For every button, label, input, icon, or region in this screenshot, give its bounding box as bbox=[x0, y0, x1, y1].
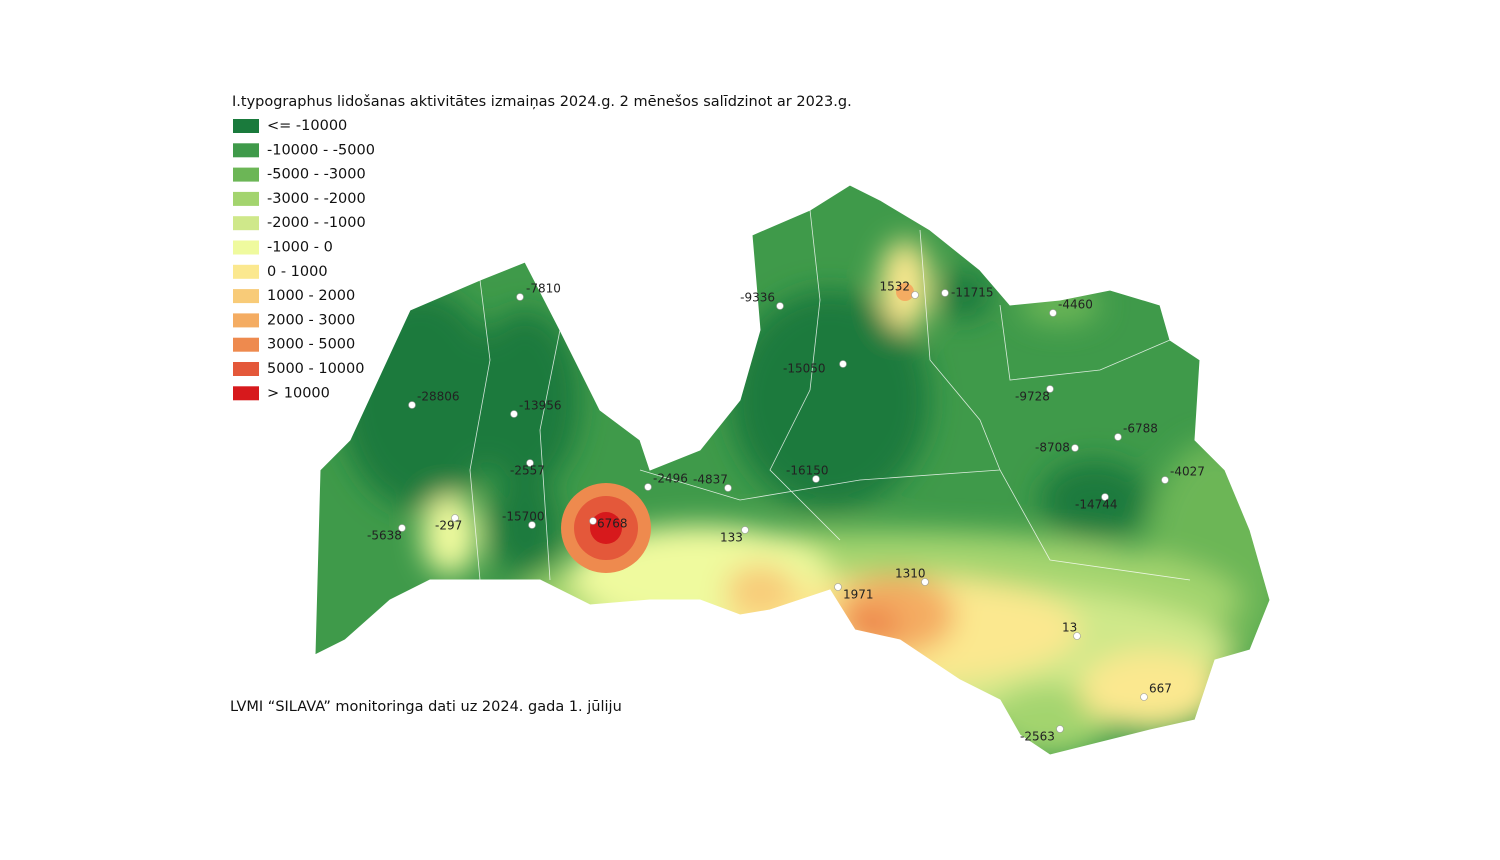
point-marker bbox=[408, 401, 416, 409]
legend-label: 0 - 1000 bbox=[267, 264, 328, 280]
point-marker bbox=[812, 475, 820, 483]
legend-label: 2000 - 3000 bbox=[267, 312, 355, 328]
legend: <= -10000 -10000 - -5000 -5000 - -3000 -300… bbox=[233, 118, 375, 401]
point-marker bbox=[941, 289, 949, 297]
legend-swatch bbox=[233, 167, 259, 182]
point-label: -9728 bbox=[1015, 390, 1050, 404]
legend-label: -2000 - -1000 bbox=[267, 215, 366, 231]
point-marker bbox=[1071, 444, 1079, 452]
point-marker bbox=[741, 526, 749, 534]
point-marker bbox=[1140, 693, 1148, 701]
point-label: 6768 bbox=[597, 517, 628, 531]
legend-label: -5000 - -3000 bbox=[267, 167, 366, 183]
point-marker bbox=[510, 410, 518, 418]
point-label: -16150 bbox=[786, 464, 829, 478]
legend-swatch bbox=[233, 362, 259, 376]
legend-swatch bbox=[233, 289, 259, 304]
legend-label: -3000 - -2000 bbox=[267, 191, 366, 207]
point-label: -4460 bbox=[1058, 298, 1093, 312]
legend-swatch bbox=[233, 240, 259, 255]
legend-label: <= -10000 bbox=[267, 118, 347, 134]
map-title: I.typographus lidošanas aktivitātes izma… bbox=[232, 94, 852, 110]
region-borders bbox=[469, 209, 1191, 581]
point-marker bbox=[526, 459, 534, 467]
point-label: 1532 bbox=[879, 280, 910, 294]
point-marker bbox=[1114, 433, 1122, 441]
point-label: -297 bbox=[435, 519, 462, 533]
point-label: 1971 bbox=[843, 588, 874, 602]
legend-label: 3000 - 5000 bbox=[267, 337, 355, 353]
legend-swatch bbox=[233, 143, 259, 158]
legend-swatch bbox=[233, 386, 259, 401]
point-marker bbox=[398, 524, 406, 532]
point-marker bbox=[921, 578, 929, 586]
point-label: -11715 bbox=[951, 286, 994, 300]
point-marker bbox=[724, 484, 732, 492]
point-label: -2557 bbox=[510, 464, 545, 478]
legend-label: 5000 - 10000 bbox=[267, 361, 364, 377]
point-marker bbox=[589, 517, 597, 525]
point-label: -15050 bbox=[783, 362, 826, 376]
point-marker bbox=[528, 521, 536, 529]
point-label: -2496 bbox=[653, 472, 688, 486]
point-label: -9336 bbox=[740, 291, 775, 305]
point-marker bbox=[776, 302, 784, 310]
point-marker bbox=[516, 293, 524, 301]
point-marker bbox=[839, 360, 847, 368]
point-marker bbox=[1049, 309, 1057, 317]
point-label: 13 bbox=[1062, 621, 1077, 635]
point-label: -7810 bbox=[526, 282, 561, 296]
point-label: 1310 bbox=[895, 567, 926, 581]
point-marker bbox=[1056, 725, 1064, 733]
legend-swatch bbox=[233, 119, 259, 133]
legend-swatch bbox=[233, 216, 259, 231]
point-label: -5638 bbox=[367, 529, 402, 543]
point-marker bbox=[1101, 493, 1109, 501]
point-marker bbox=[1073, 632, 1081, 640]
point-marker bbox=[451, 514, 459, 522]
point-label: -4837 bbox=[693, 473, 728, 487]
point-label: -4027 bbox=[1170, 465, 1205, 479]
point-label: -15700 bbox=[502, 510, 545, 524]
legend-label: > 10000 bbox=[267, 385, 330, 401]
legend-swatch bbox=[233, 191, 259, 206]
point-marker bbox=[1161, 476, 1169, 484]
point-marker bbox=[834, 583, 842, 591]
legend-swatch bbox=[233, 313, 259, 328]
border bbox=[314, 184, 1271, 756]
legend-swatch bbox=[233, 264, 259, 279]
point-marker bbox=[1046, 385, 1054, 393]
point-label: -8708 bbox=[1035, 441, 1070, 455]
legend-swatch bbox=[233, 337, 259, 352]
point-label: -6788 bbox=[1123, 422, 1158, 436]
point-label: 667 bbox=[1149, 682, 1172, 696]
legend-label: 1000 - 2000 bbox=[267, 288, 355, 304]
point-label: -13956 bbox=[519, 399, 562, 413]
legend-label: -1000 - 0 bbox=[267, 240, 333, 256]
point-marker bbox=[911, 291, 919, 299]
point-label: -28806 bbox=[417, 390, 460, 404]
legend-label: -10000 - -5000 bbox=[267, 142, 375, 158]
data-points: -7810 -9336 1532 -11715 -4460 -28806 -13956 -15… bbox=[367, 280, 1205, 744]
point-label: -2563 bbox=[1020, 730, 1055, 744]
point-marker bbox=[644, 483, 652, 491]
footnote: LVMI “SILAVA” monitoringa dati uz 2024. … bbox=[230, 699, 622, 715]
point-label: -14744 bbox=[1075, 498, 1118, 512]
point-label: 133 bbox=[720, 531, 743, 545]
